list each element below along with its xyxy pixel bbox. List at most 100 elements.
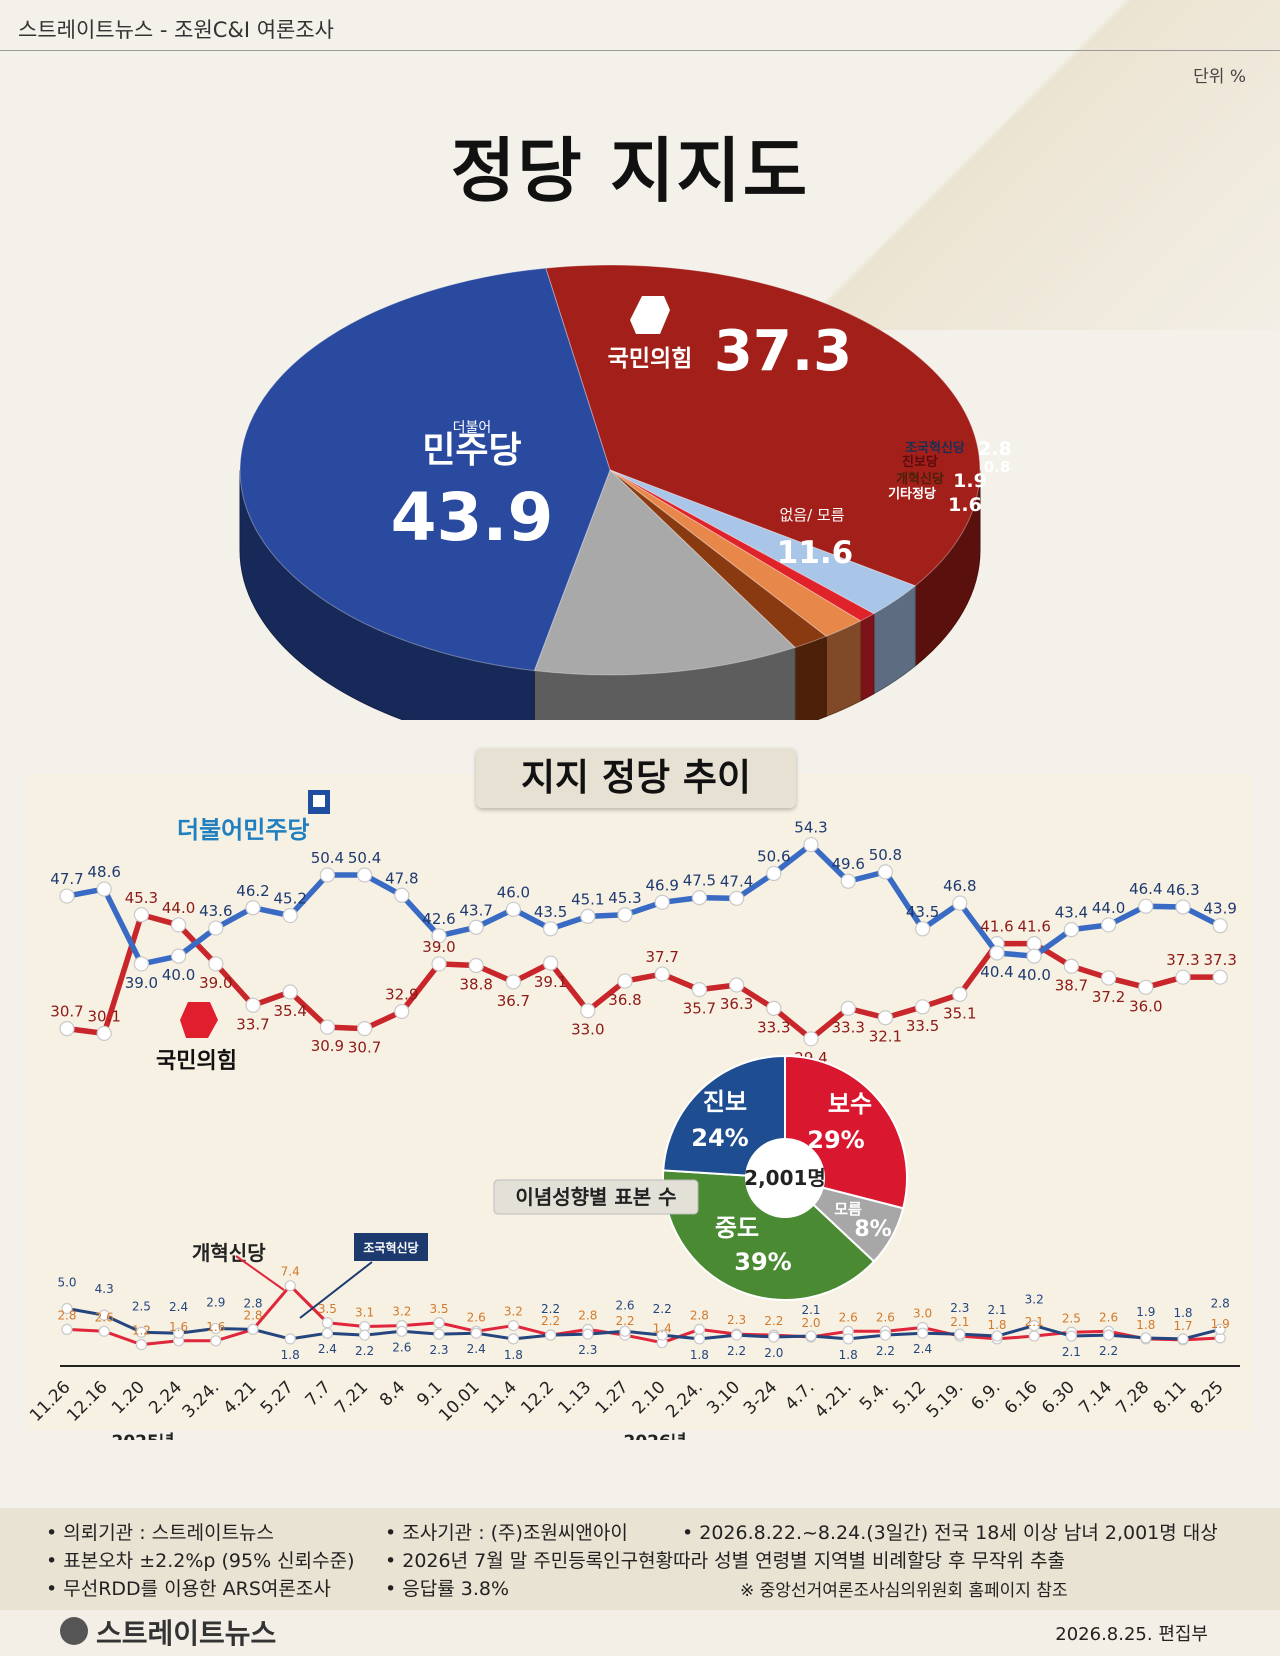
series-point-더불어민주당 <box>394 887 410 903</box>
slice-label-dem: 민주당 <box>422 430 521 471</box>
footer-item: • 조사기관 : (주)조원씨앤아이 <box>385 1522 628 1544</box>
data-label-reform: 1.2 <box>132 1324 151 1338</box>
series-point-더불어민주당 <box>691 890 708 906</box>
series-line-더불어민주당 <box>66 841 1222 967</box>
data-label-ppp: 37.7 <box>645 948 678 966</box>
data-label-cho: 2.5 <box>132 1299 151 1313</box>
ideology-title-box <box>493 1179 699 1215</box>
series-point-조국혁신당 <box>507 1333 520 1345</box>
x-tick-label: 2.24 <box>145 1377 186 1418</box>
data-label-reform: 3.2 <box>504 1305 523 1319</box>
ideology-label: 모름 <box>834 1200 862 1218</box>
data-label-cho: 1.8 <box>690 1348 709 1362</box>
data-label-ppp: 30.7 <box>50 1003 83 1021</box>
data-label-dem: 42.6 <box>422 910 455 928</box>
x-tick-label: 5.27 <box>257 1377 298 1418</box>
series-point-더불어민주당 <box>208 920 224 936</box>
data-label-reform: 1.7 <box>1173 1319 1192 1333</box>
series-point-조국혁신당 <box>1065 1330 1078 1342</box>
data-label-ppp: 32.9 <box>385 986 418 1004</box>
slice-value-small: 1.6 <box>948 494 982 516</box>
data-label-dem: 46.2 <box>236 882 269 900</box>
data-label-dem: 43.5 <box>906 903 939 921</box>
data-label-ppp: 38.8 <box>459 975 492 993</box>
slice-label-none: 없음/ 모름 <box>779 506 844 524</box>
series-point-국민의힘 <box>208 956 224 972</box>
series-point-조국혁신당 <box>61 1302 73 1315</box>
data-label-dem: 46.9 <box>645 876 678 894</box>
data-label-ppp: 30.1 <box>87 1007 120 1025</box>
series-point-더불어민주당 <box>654 894 670 910</box>
series-point-국민의힘 <box>766 1000 782 1016</box>
data-label-reform: 2.5 <box>1062 1311 1081 1325</box>
data-label-cho: 2.4 <box>467 1342 486 1356</box>
data-label-dem: 54.3 <box>794 819 827 837</box>
data-label-cho: 2.6 <box>615 1298 634 1312</box>
footer-note: ※ 중앙선거여론조사심의위원회 홈페이지 참조 <box>740 1581 1068 1601</box>
series-point-국민의힘 <box>96 1025 112 1041</box>
series-point-국민의힘 <box>840 1000 856 1016</box>
data-label-ppp: 33.5 <box>906 1017 939 1035</box>
header-title: 스트레이트뉴스 - 조원C&I 여론조사 <box>18 18 334 42</box>
data-label-cho: 2.3 <box>578 1343 597 1357</box>
data-label-ppp: 35.4 <box>273 1002 306 1020</box>
legend-reform: 개혁신당 <box>192 1241 266 1265</box>
x-tick-label: 8.4 <box>376 1377 409 1410</box>
data-label-reform: 1.9 <box>1211 1317 1230 1331</box>
slice-label-small: 조국혁신당 <box>905 440 965 456</box>
data-label-ppp: 30.7 <box>348 1039 381 1057</box>
data-label-dem: 44.0 <box>1092 899 1125 917</box>
series-point-조국혁신당 <box>1102 1329 1115 1341</box>
footer-item: • 무선RDD를 이용한 ARS여론조사 <box>46 1578 331 1600</box>
data-label-cho: 2.3 <box>950 1301 969 1315</box>
data-label-cho: 2.1 <box>1062 1345 1081 1359</box>
x-tick-label: 4.21. <box>811 1377 856 1422</box>
series-point-국민의힘 <box>245 997 261 1013</box>
ideology-value: 8% <box>854 1217 891 1242</box>
data-label-cho: 2.9 <box>206 1295 225 1309</box>
data-label-cho: 2.2 <box>727 1344 746 1358</box>
slice-value-small: 2.8 <box>978 438 1012 460</box>
support-trend-line-chart: 47.7 48.639.0 40.043.646.2 45.250.4 50.447.8… <box>26 790 1240 1440</box>
x-tick-label: 7.7 <box>302 1377 335 1410</box>
data-label-reform: 2.6 <box>876 1310 895 1324</box>
data-label-cho: 1.9 <box>1136 1305 1155 1319</box>
data-label-reform: 1.4 <box>653 1322 672 1336</box>
series-point-조국혁신당 <box>321 1327 333 1339</box>
header-bar: 스트레이트뉴스 - 조원C&I 여론조사 <box>0 0 1280 51</box>
data-label-reform: 2.8 <box>243 1308 262 1322</box>
data-label-ppp: 32.1 <box>869 1028 902 1046</box>
data-label-dem: 46.0 <box>497 883 530 901</box>
series-point-국민의힘 <box>282 984 298 1000</box>
footer-item: • 2026년 7월 말 주민등록인구현황따라 성별 연령별 지역별 비례할당 … <box>385 1550 1065 1572</box>
x-tick-label: 7.28 <box>1112 1377 1153 1418</box>
data-label-ppp: 45.3 <box>125 889 158 907</box>
data-label-reform: 2.2 <box>615 1314 634 1328</box>
x-tick-label: 1.27 <box>592 1377 633 1418</box>
series-point-개혁신당 <box>507 1319 520 1332</box>
series-point-조국혁신당 <box>991 1330 1003 1342</box>
series-point-더불어민주당 <box>989 945 1005 961</box>
series-point-조국혁신당 <box>582 1328 594 1340</box>
x-tick-label: 12.16 <box>63 1377 112 1426</box>
data-label-cho: 2.3 <box>429 1343 448 1357</box>
data-label-ppp: 39.0 <box>422 938 455 956</box>
data-label-dem: 50.4 <box>311 849 344 867</box>
data-label-ppp: 37.2 <box>1092 988 1125 1006</box>
series-point-국민의힘 <box>914 999 931 1015</box>
series-point-개혁신당 <box>693 1323 706 1336</box>
page-title: 정당 지지도 <box>450 130 810 212</box>
data-label-reform: 2.2 <box>541 1314 560 1328</box>
dem-logo-icon-inner <box>313 795 325 807</box>
data-label-dem: 46.4 <box>1129 880 1162 898</box>
series-point-더불어민주당 <box>282 907 298 924</box>
x-tick-label: 4.21 <box>220 1377 261 1418</box>
data-label-reform: 2.8 <box>57 1308 76 1322</box>
data-label-ppp: 41.6 <box>980 918 1013 936</box>
x-tick-label: 5.12 <box>889 1377 930 1418</box>
series-point-개혁신당 <box>210 1335 222 1347</box>
data-label-ppp: 44.0 <box>162 899 195 917</box>
series-point-국민의힘 <box>617 973 633 989</box>
series-point-조국혁신당 <box>1028 1319 1040 1332</box>
series-point-개혁신당 <box>61 1323 73 1336</box>
